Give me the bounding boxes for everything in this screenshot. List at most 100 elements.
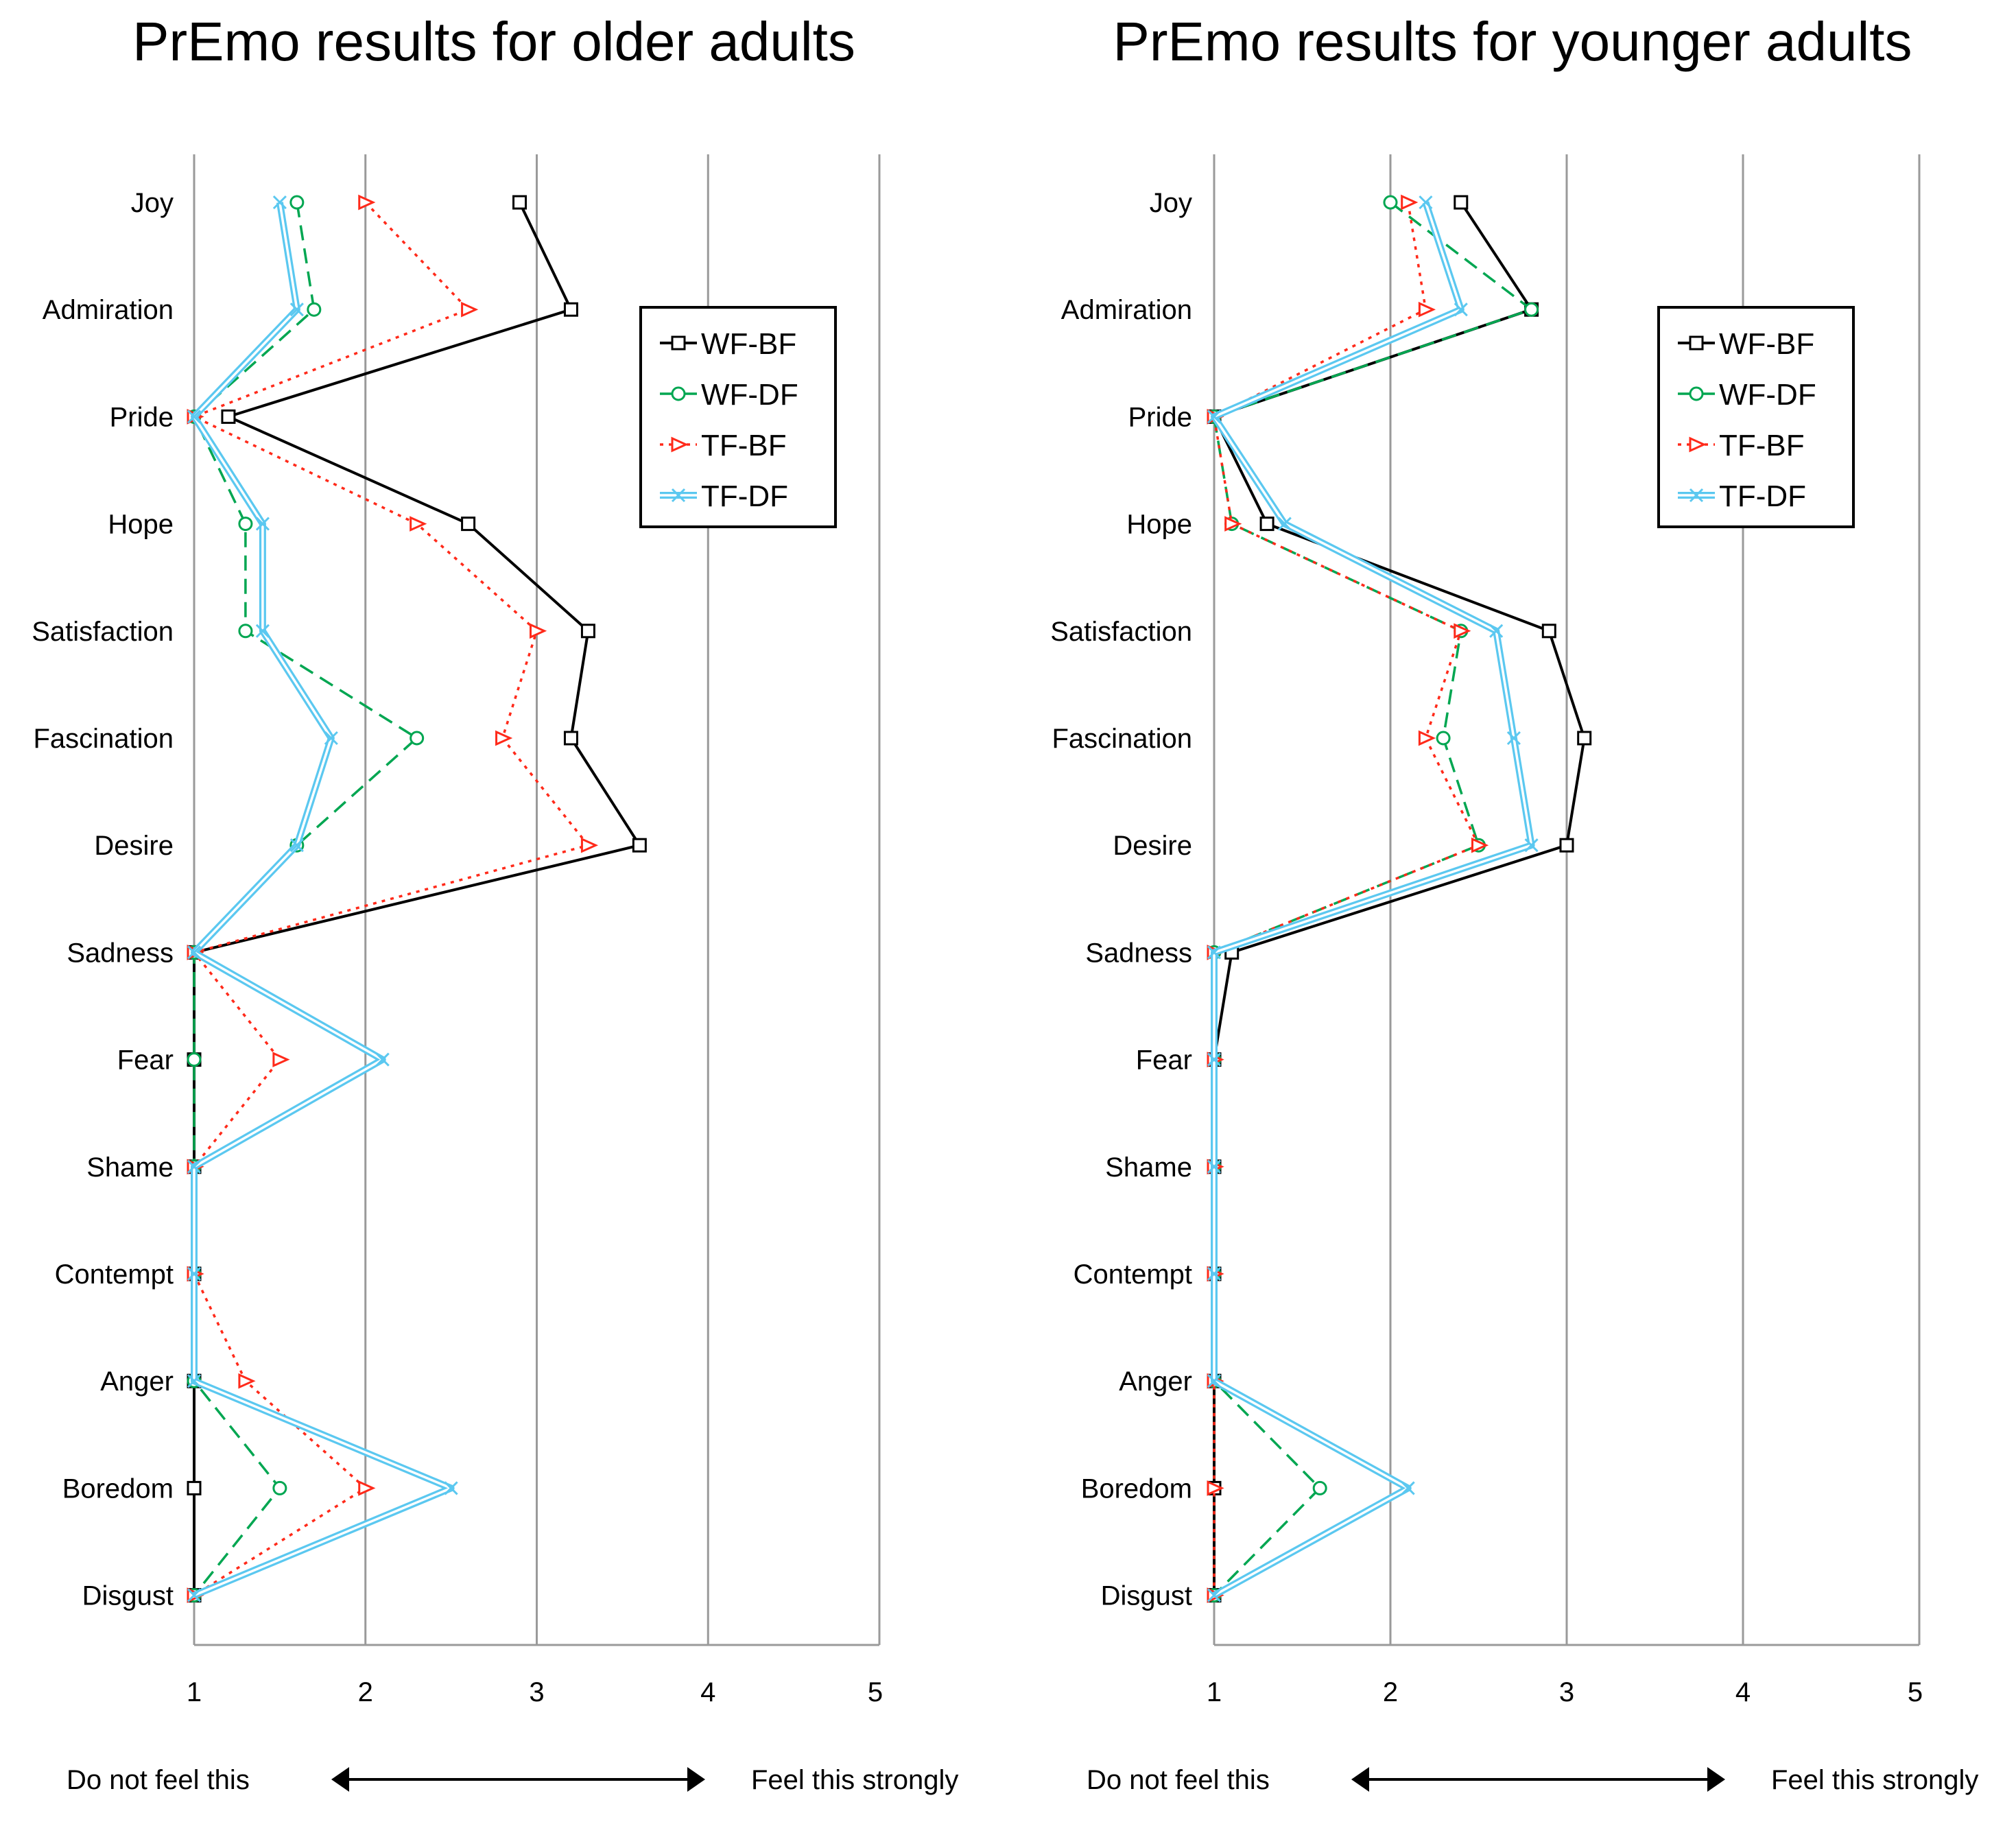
panel-2-series-tf-df-point-contempt — [1207, 1266, 1222, 1281]
panel-2-series-tf-df-point-sadness-b — [1207, 945, 1222, 960]
panel-2-legend-marker-wf-df — [1689, 386, 1704, 401]
panel-2-legend-label-wf-bf: WF-BF — [1719, 327, 1814, 361]
panel-1-legend-marker-tf-bf — [671, 436, 689, 453]
panel-1-legend-label-tf-bf: TF-BF — [701, 429, 787, 462]
panel-1-legend-label-tf-df: TF-DF — [701, 479, 788, 513]
panel-1-category-anger: Anger — [100, 1366, 174, 1397]
panel-1-series-tf-bf-point-hope — [410, 516, 427, 532]
panel-2-series-tf-df-point-hope-b — [1277, 517, 1292, 531]
panel-1-series-wf-bf-point-admiration — [563, 302, 578, 317]
panel-2-legend-marker-tf-df-b — [1689, 488, 1704, 503]
panel-2-series-tf-df-point-fear — [1207, 1052, 1222, 1067]
panel-2-series-tf-bf-line — [1213, 202, 1480, 1596]
panel-1-series-wf-bf-point-satisfaction — [580, 624, 595, 639]
panel-1-legend-marker-wf-bf — [671, 335, 686, 351]
panel-1-series-tf-bf-point-boredom — [358, 1480, 376, 1496]
panel-2-series-tf-bf-point-admiration — [1418, 301, 1436, 318]
panel-2-legend-marker-tf-df — [1689, 488, 1704, 503]
panel-2-series-tf-df-point-satisfaction-b — [1489, 624, 1504, 638]
panel-2-series-tf-df-point-joy — [1419, 195, 1433, 210]
panel-1-series-tf-df-point-shame-b — [187, 1159, 202, 1174]
panel-1-series-tf-df — [187, 195, 458, 1602]
panel-1-series-tf-bf-point-joy — [358, 194, 376, 211]
panel-2-xtick-5: 5 — [1908, 1677, 1923, 1707]
panel-1-series-wf-df-point-hope — [238, 517, 253, 532]
panel-2-series-tf-df-point-satisfaction — [1489, 624, 1504, 638]
panel-2-note-left: Do not feel this — [1087, 1765, 1270, 1795]
panel-2-series-tf-df-point-disgust-b — [1207, 1588, 1222, 1602]
panel-2-series-tf-bf-point-fascination — [1418, 730, 1436, 746]
panel-1-series-tf-df-point-satisfaction — [255, 624, 270, 638]
panel-1-series-tf-bf-point-fear — [272, 1052, 290, 1067]
panel-1-xtick-4: 4 — [700, 1677, 715, 1707]
panel-1-xtick-2: 2 — [358, 1677, 373, 1707]
panel-1-legend-entry-tf-df: TF-DF — [660, 479, 788, 513]
panel-1-category-contempt: Contempt — [55, 1259, 174, 1290]
panel-1-series-tf-df-point-anger — [187, 1374, 202, 1388]
panel-1-series-tf-df-point-admiration-b — [289, 303, 304, 317]
panel-2-series-wf-bf-point-fascination — [1577, 731, 1592, 746]
panel-1-series-wf-df-point-fascination — [410, 731, 425, 746]
panel-1-xtick-1: 1 — [187, 1677, 202, 1707]
panel-1-category-shame: Shame — [86, 1152, 174, 1183]
panel-2-series-tf-df-point-pride — [1207, 410, 1222, 424]
panel-1-series-tf-df-point-disgust-b — [187, 1588, 202, 1602]
panel-2-series-wf-bf-point-satisfaction — [1541, 624, 1556, 639]
panel-2-series-tf-bf-point-desire — [1471, 837, 1489, 853]
panel-2-series-tf-bf-point-satisfaction — [1454, 623, 1471, 639]
panel-2-series-tf-df-point-joy-b — [1419, 195, 1433, 210]
panel-1-series-wf-bf-point-fascination — [563, 731, 578, 746]
panel-1-series-tf-df-point-pride — [187, 410, 202, 424]
panel-2-xtick-1: 1 — [1207, 1677, 1222, 1707]
panel-2-legend-entry-wf-df: WF-DF — [1678, 378, 1816, 412]
panel-1-legend-label-wf-df: WF-DF — [701, 378, 798, 412]
panel-1-series-wf-bf-point-boredom — [187, 1480, 202, 1495]
panel-2-title: PrEmo results for younger adults — [1113, 11, 1912, 72]
panel-1-series-wf-df-point-satisfaction — [238, 624, 253, 639]
panel-2-legend-entry-tf-bf: TF-BF — [1678, 429, 1805, 462]
panel-1-category-desire: Desire — [94, 831, 174, 861]
panel-1-category-hope: Hope — [108, 510, 174, 540]
panel-1-legend-entry-tf-bf: TF-BF — [660, 429, 787, 462]
panel-2-series-wf-bf-point-joy — [1454, 195, 1469, 210]
panel-1-series-wf-df-point-joy — [289, 195, 305, 210]
panel-1-series-tf-bf-line — [193, 201, 590, 1597]
panel-2-series-tf-df-point-hope — [1277, 517, 1292, 531]
panel-1-series-tf-df-point-sadness — [187, 945, 202, 960]
panel-2-series-tf-df-point-desire-b — [1524, 838, 1539, 853]
panel-1-double-arrow — [331, 1767, 705, 1792]
panel-2-series-tf-bf — [1207, 194, 1489, 1603]
panel-2-series-tf-df-point-desire — [1524, 838, 1539, 853]
panel-2-series-wf-bf-point-hope — [1259, 517, 1274, 532]
panel-2-xtick-4: 4 — [1735, 1677, 1751, 1707]
panel-2-category-desire: Desire — [1113, 831, 1192, 861]
panel-1-category-satisfaction: Satisfaction — [32, 617, 174, 647]
panel-1-series-tf-df-point-fascination-b — [324, 731, 338, 746]
panel-2-series-tf-df-point-boredom — [1401, 1481, 1415, 1495]
panel-2-category-admiration: Admiration — [1061, 295, 1192, 325]
panel-1-category-joy: Joy — [131, 188, 174, 218]
panel-1-series-tf-df-point-admiration — [289, 303, 304, 317]
panel-1-series-wf-bf-point-hope — [461, 517, 476, 532]
panel-1-series-tf-df-point-pride-b — [187, 410, 202, 424]
panel-1-category-pride: Pride — [110, 402, 174, 432]
panel-1-series-tf-df-point-anger-b — [187, 1374, 202, 1388]
panel-1-category-fear: Fear — [117, 1045, 174, 1076]
panel-1-title: PrEmo results for older adults — [132, 11, 855, 72]
panel-2-arrow-head-left — [1351, 1767, 1369, 1792]
panel-1-legend-label-wf-bf: WF-BF — [701, 327, 796, 361]
panel-2-series-wf-df-point-boredom — [1312, 1480, 1327, 1495]
panel-2-series-tf-df-point-boredom-b — [1401, 1481, 1415, 1495]
panel-1-arrow-head-right — [687, 1767, 705, 1792]
panel-2-legend-marker-tf-bf — [1689, 436, 1707, 453]
panel-1-series-tf-bf-point-fascination — [495, 730, 513, 746]
panel-2-category-pride: Pride — [1128, 402, 1192, 432]
panel-2-xtick-3: 3 — [1559, 1677, 1574, 1707]
panel-1-series-tf-df-point-satisfaction-b — [255, 624, 270, 638]
panel-1-series-tf-df-point-contempt-b — [187, 1266, 202, 1281]
panel-1-series-wf-bf-point-joy — [512, 195, 527, 210]
panel-1-category-admiration: Admiration — [43, 295, 174, 325]
panel-1: PrEmo results for older adults 1 2 3 4 5 Joy Ad… — [32, 11, 958, 1795]
panel-2-series-tf-df-point-fascination — [1506, 731, 1521, 746]
panel-1-series-tf-bf-point-satisfaction — [530, 623, 547, 639]
